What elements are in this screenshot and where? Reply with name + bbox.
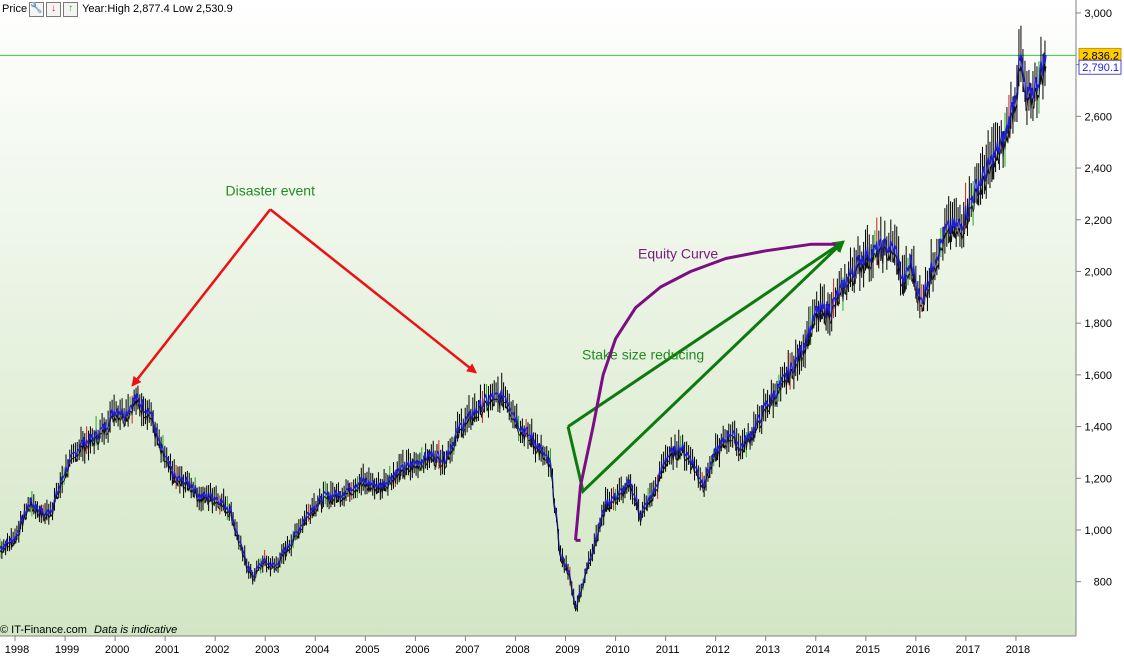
price-series-shadow — [0, 63, 1047, 610]
x-tick-label: 2013 — [755, 644, 779, 656]
y-tick-label: 1,800 — [1084, 318, 1112, 330]
copyright-text: © IT-Finance.com — [0, 624, 87, 636]
y-tick-label: 2,400 — [1084, 163, 1112, 175]
x-tick-label: 2008 — [505, 644, 529, 656]
footer: © IT-Finance.com Data is indicative — [0, 624, 177, 636]
x-tick-label: 2009 — [555, 644, 579, 656]
x-tick-label: 2015 — [856, 644, 880, 656]
price-label[interactable]: Price — [2, 3, 28, 15]
stake-arrow-lower — [566, 240, 845, 495]
stake-label: Stake size reducing — [582, 346, 704, 362]
disaster-label: Disaster event — [226, 182, 316, 198]
plot-background — [0, 0, 1076, 636]
y-tick-label: 2,000 — [1084, 266, 1112, 278]
y-tick-label: 1,200 — [1084, 473, 1112, 485]
x-tick-label: 2014 — [806, 644, 830, 656]
x-tick-label: 2007 — [455, 644, 479, 656]
x-tick-label: 2016 — [906, 644, 930, 656]
equity-label: Equity Curve — [638, 246, 718, 262]
last-price-tag: 2,836.2 — [1082, 50, 1119, 62]
wrench-icon[interactable]: 🔧 — [29, 1, 45, 17]
up-arrow-icon[interactable]: ↑ — [63, 1, 79, 17]
y-tick-label: 1,400 — [1084, 422, 1112, 434]
disaster-arrow — [131, 208, 272, 387]
disaster-arrow — [269, 208, 478, 374]
y-tick-label: 1,600 — [1084, 370, 1112, 382]
x-tick-label: 2001 — [155, 644, 179, 656]
equity-curve — [574, 242, 836, 541]
x-tick-label: 2017 — [956, 644, 980, 656]
x-tick-label: 1999 — [55, 644, 79, 656]
price-series-line — [0, 52, 1047, 608]
blue-price-tag-bg — [1078, 59, 1122, 75]
stake-arrow-upper — [567, 240, 845, 428]
y-tick-label: 1,000 — [1084, 525, 1112, 537]
y-tick-label: 2,200 — [1084, 215, 1112, 227]
chart-header: Price 🔧 ↓ ↑ Year:High 2,877.4 Low 2,530.… — [0, 0, 235, 18]
x-tick-label: 2011 — [656, 644, 680, 656]
year-range-text: Year:High 2,877.4 Low 2,530.9 — [82, 3, 233, 15]
x-tick-label: 2010 — [605, 644, 629, 656]
y-tick-label: 2,600 — [1084, 111, 1112, 123]
x-tick-label: 1998 — [5, 644, 29, 656]
down-arrow-icon[interactable]: ↓ — [46, 1, 62, 17]
y-tick-label: 3,000 — [1084, 8, 1112, 20]
x-tick-label: 2002 — [205, 644, 229, 656]
x-tick-label: 2004 — [305, 644, 329, 656]
footer-note: Data is indicative — [94, 624, 178, 636]
x-tick-label: 2018 — [1006, 644, 1030, 656]
y-axis-panel — [1076, 0, 1124, 658]
blue-price-tag: 2,790.1 — [1082, 62, 1119, 74]
y-tick-label: 800 — [1094, 577, 1112, 589]
x-tick-label: 2003 — [255, 644, 279, 656]
x-tick-label: 2006 — [405, 644, 429, 656]
x-tick-label: 2012 — [705, 644, 729, 656]
x-tick-label: 2000 — [105, 644, 129, 656]
x-tick-label: 2005 — [355, 644, 379, 656]
